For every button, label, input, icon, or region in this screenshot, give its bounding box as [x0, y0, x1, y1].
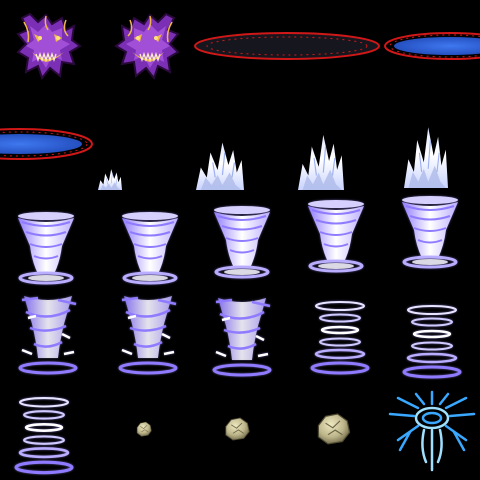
- ice-sigil-icon: [388, 390, 476, 472]
- rock-debris-icon: [225, 417, 250, 441]
- tornado-icon: [118, 294, 178, 375]
- tornado-icon: [16, 210, 76, 285]
- tornado-icon: [310, 300, 370, 375]
- tornado-icon: [212, 204, 272, 279]
- tornado-icon: [306, 198, 366, 273]
- rock-debris-icon: [136, 421, 152, 437]
- demon-head-right-icon: [115, 13, 179, 79]
- flame-burst-icon: [297, 134, 345, 191]
- flame-burst-icon: [195, 141, 245, 191]
- tornado-icon: [400, 194, 460, 269]
- tornado-icon: [402, 304, 462, 379]
- flame-burst-icon: [403, 126, 449, 189]
- tornado-icon: [18, 294, 78, 375]
- demon-head-left-icon: [17, 13, 81, 79]
- portal-ring-water-icon: [0, 128, 93, 160]
- rock-debris-icon: [317, 413, 351, 445]
- tornado-icon: [14, 396, 74, 475]
- tornado-icon: [212, 296, 272, 377]
- portal-ring-water-icon: [384, 32, 480, 60]
- flame-burst-icon: [97, 168, 123, 191]
- tornado-icon: [120, 210, 180, 285]
- portal-ring-empty-icon: [194, 32, 380, 60]
